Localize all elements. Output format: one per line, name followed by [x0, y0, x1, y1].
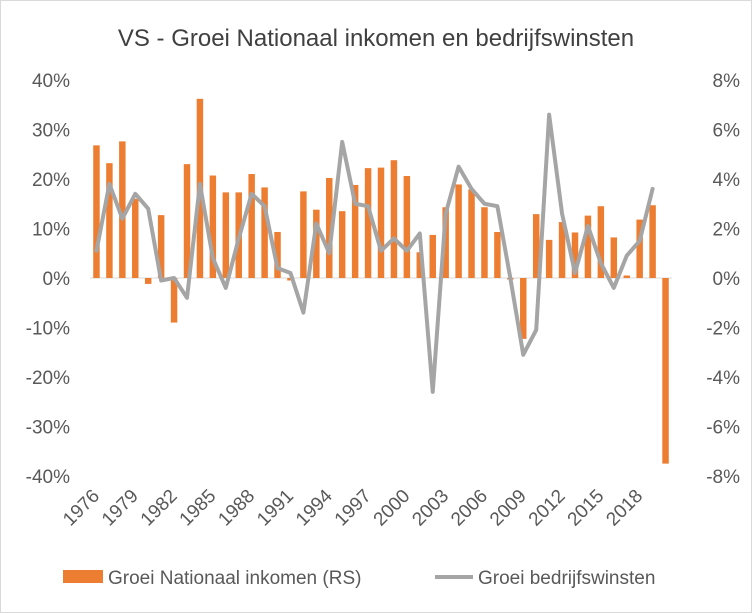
bar-series [93, 98, 669, 464]
chart-title: VS - Groei Nationaal inkomen en bedrijfs… [118, 25, 634, 52]
x-tick-label: 2018 [602, 486, 647, 531]
left-tick-label: -10% [26, 319, 70, 340]
x-tick-label: 1994 [292, 485, 337, 530]
bar [170, 278, 178, 323]
left-tick-label: 40% [32, 71, 70, 92]
bar [183, 164, 191, 278]
bar [442, 207, 449, 278]
legend-label-bar: Groei Nationaal inkomen (RS) [108, 568, 361, 589]
x-tick-label: 2003 [408, 486, 453, 531]
x-tick-label: 1991 [253, 486, 298, 531]
left-tick-label: 0% [43, 269, 71, 290]
bar [364, 168, 372, 278]
bar [455, 184, 462, 278]
bar [390, 160, 398, 278]
x-tick-label: 1988 [214, 486, 259, 531]
bar [468, 189, 475, 278]
x-tick-label: 2009 [486, 486, 531, 531]
bar [300, 191, 307, 279]
bar [623, 275, 630, 278]
right-tick-label: -6% [706, 418, 740, 439]
left-tick-label: 20% [32, 170, 70, 191]
bar [106, 163, 113, 278]
bar [222, 192, 230, 278]
bar [481, 207, 488, 278]
left-tick-label: -20% [26, 368, 70, 389]
right-tick-label: 2% [713, 220, 741, 241]
bar [403, 176, 411, 278]
bar [416, 252, 424, 278]
x-tick-label: 1997 [331, 486, 376, 531]
bar [248, 174, 255, 278]
bar [313, 209, 320, 278]
bar [144, 278, 152, 284]
right-tick-label: 8% [713, 71, 741, 92]
bar [93, 145, 100, 278]
bar [494, 231, 501, 278]
left-axis: 40% 30% 20% 10% 0% -10% -20% -30% -40% [26, 71, 70, 488]
bar [532, 214, 540, 278]
right-tick-label: -4% [706, 368, 740, 389]
bar [649, 205, 656, 278]
legend-label-line: Groei bedrijfswinsten [478, 568, 655, 589]
bar [209, 175, 217, 278]
bar [558, 222, 566, 278]
bar [597, 206, 605, 278]
line-series [94, 112, 655, 394]
bar [261, 187, 268, 278]
right-axis: 8% 6% 4% 2% 0% -2% -4% -6% -8% [706, 71, 740, 488]
right-tick-label: -2% [706, 319, 740, 340]
x-tick-label: 2012 [525, 486, 570, 531]
x-tick-label: 2015 [564, 486, 609, 531]
bar [429, 234, 436, 278]
x-axis: 1976197919821985198819911994199720002003… [59, 485, 647, 530]
right-tick-label: 4% [713, 170, 741, 191]
bar [610, 237, 618, 278]
bar [636, 219, 643, 278]
left-tick-label: -30% [26, 418, 70, 439]
bar [377, 167, 385, 278]
x-tick-label: 1985 [176, 486, 221, 531]
bar [584, 215, 592, 278]
left-tick-label: 30% [32, 121, 70, 142]
bar [119, 141, 126, 278]
bar [338, 211, 346, 278]
right-tick-label: 0% [713, 269, 741, 290]
bar [157, 215, 165, 278]
x-tick-label: 1982 [137, 486, 182, 531]
bar [274, 231, 281, 278]
bar [351, 184, 359, 278]
bar [132, 198, 139, 278]
left-tick-label: -40% [26, 467, 70, 488]
bar [662, 278, 669, 464]
bar [571, 232, 579, 278]
right-tick-label: 6% [713, 121, 741, 142]
left-tick-label: 10% [32, 220, 70, 241]
legend-swatch-bar [63, 570, 103, 583]
bar [520, 278, 527, 339]
x-tick-label: 1976 [59, 486, 104, 531]
x-tick-label: 1979 [98, 486, 143, 531]
legend: Groei Nationaal inkomen (RS) Groei bedri… [63, 568, 655, 589]
right-tick-label: -8% [706, 467, 740, 488]
series-line [94, 112, 655, 394]
bar [326, 178, 333, 278]
bar [545, 239, 553, 278]
x-tick-label: 2000 [370, 486, 415, 531]
x-tick-label: 2006 [447, 486, 492, 531]
